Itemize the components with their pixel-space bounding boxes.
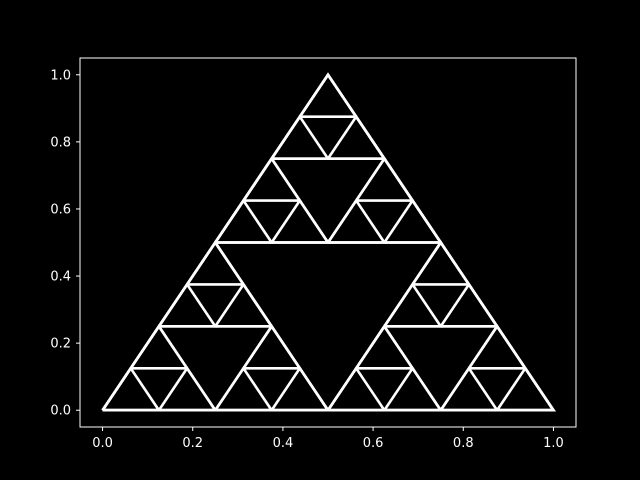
- triangle-outline: [157, 365, 218, 412]
- triangle-outline: [326, 365, 387, 412]
- triangle-outline: [186, 240, 246, 286]
- triangle-outline: [242, 324, 303, 370]
- plot-lines: [101, 72, 556, 412]
- triangle-outline: [355, 156, 415, 202]
- triangle-outline: [326, 198, 387, 244]
- triangle-outline: [383, 365, 444, 412]
- x-tick-label: 0.2: [182, 436, 203, 451]
- x-tick-label: 1.0: [543, 436, 564, 451]
- y-tick-label: 0.6: [50, 202, 71, 217]
- y-tick-label: 1.0: [50, 68, 71, 83]
- x-tick-label: 0.4: [273, 436, 294, 451]
- y-axis: 0.0 0.2 0.4 0.6 0.8 1.0: [50, 68, 80, 419]
- triangle-outline: [129, 324, 190, 370]
- triangle-outline: [411, 240, 472, 286]
- x-tick-label: 0.6: [363, 436, 384, 451]
- x-tick-label: 0.0: [92, 436, 113, 451]
- y-tick-label: 0.8: [50, 135, 71, 150]
- triangle-outline: [383, 198, 444, 244]
- triangle-outline: [270, 198, 331, 244]
- triangle-outline: [467, 324, 528, 370]
- x-tick-label: 0.8: [453, 436, 474, 451]
- axes-frame: [79, 57, 577, 428]
- y-tick-label: 0.2: [50, 337, 71, 352]
- triangle-outline: [355, 324, 415, 370]
- triangle-outline: [298, 72, 359, 118]
- triangle-outline: [242, 156, 303, 202]
- triangle-outline: [496, 365, 556, 412]
- y-tick-label: 0.0: [50, 404, 71, 419]
- triangle-outline: [270, 365, 331, 412]
- triangle-outline: [214, 198, 275, 244]
- triangle-outline: [214, 365, 275, 412]
- y-tick-label: 0.4: [50, 270, 71, 285]
- triangle-outline: [439, 365, 500, 412]
- triangle-outline: [326, 114, 387, 160]
- triangle-outline: [439, 282, 500, 328]
- triangle-outline: [157, 282, 218, 328]
- triangle-outline: [214, 282, 275, 328]
- x-axis: 0.0 0.2 0.4 0.6 0.8 1.0: [92, 427, 564, 451]
- triangle-outline: [383, 282, 444, 328]
- triangle-outline: [270, 114, 331, 160]
- triangle-outline: [101, 365, 162, 412]
